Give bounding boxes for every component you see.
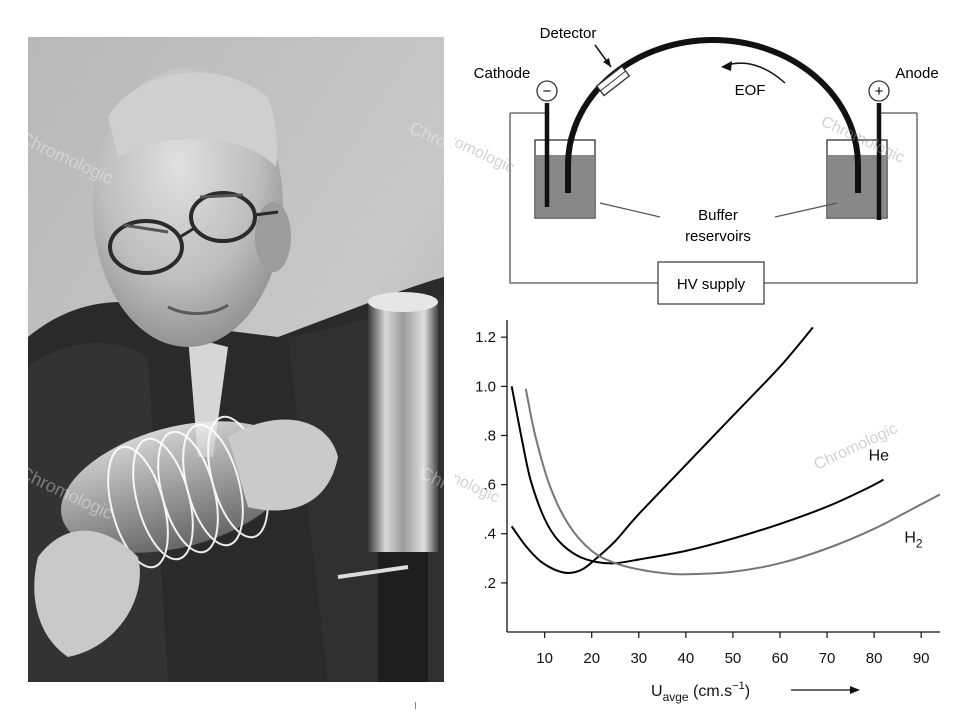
x-axis-title-exp: −1	[732, 680, 745, 692]
series-label-he: He	[869, 448, 890, 465]
x-tick-label: 20	[583, 650, 600, 667]
hv-supply-box	[657, 261, 765, 305]
anode-label: Anode	[895, 65, 938, 82]
cathode-label: Cathode	[474, 65, 531, 82]
eof-label: EOF	[735, 82, 766, 99]
anode-plus-icon	[868, 80, 890, 102]
circuit-wire-left	[509, 113, 658, 284]
detector-label: Detector	[540, 25, 597, 42]
minus-sign: −	[543, 83, 552, 100]
diagram-watermark: Chromologic	[455, 123, 517, 176]
eof-arrow	[726, 62, 786, 84]
y-tick-label: .6	[483, 477, 496, 494]
series-line-he	[510, 386, 884, 565]
portrait-photo: Chromologic Chromologic Chromologic Chro…	[28, 37, 444, 682]
x-axis-arrow-icon	[850, 686, 860, 694]
plus-sign: +	[875, 83, 884, 100]
y-tick-label: .2	[483, 575, 496, 592]
plate-height-chart: .2 .4 .6 .8 1.0 1.2 10 20 30 40 50 60 70 80 90 He H2 Uavg…	[455, 320, 940, 704]
capillary-tube	[565, 37, 861, 193]
x-tick-label: 50	[725, 650, 742, 667]
y-tick-label: 1.0	[475, 378, 496, 395]
ce-schematic: HV supply Detector EOF − + Cathode Anode	[455, 25, 939, 305]
series-label-h2-subscript: 2	[916, 537, 923, 551]
series-label-h2: H2	[904, 530, 923, 551]
series-line-h2	[524, 388, 940, 576]
x-tick-label: 70	[819, 650, 836, 667]
y-tick-label: .8	[483, 427, 496, 444]
x-tick-label: 60	[772, 650, 789, 667]
cathode-minus-icon	[536, 80, 558, 102]
x-tick-label: 80	[866, 650, 883, 667]
x-tick-label: 40	[678, 650, 695, 667]
series-line-unlabeled	[510, 326, 814, 575]
x-tick-label: 30	[630, 650, 647, 667]
y-tick-label: .4	[483, 526, 496, 543]
buffer-label-line1: Buffer	[698, 207, 738, 224]
x-axis-title-close: )	[745, 683, 750, 700]
y-tick-label: 1.2	[475, 329, 496, 346]
detector-icon	[595, 65, 631, 97]
x-axis-title-sub: avge	[663, 690, 689, 704]
x-axis-title: Uavge (cm.s−1)	[651, 680, 750, 704]
hv-supply-label: HV supply	[677, 276, 746, 293]
x-axis-title-main: U	[651, 683, 663, 700]
x-tick-label: 10	[536, 650, 553, 667]
x-tick-label: 90	[913, 650, 930, 667]
x-axis-title-unit: (cm.s	[689, 683, 733, 700]
stray-mark	[415, 702, 416, 709]
buffer-label-line2: reservoirs	[685, 228, 751, 245]
circuit-wire-right	[764, 113, 918, 284]
